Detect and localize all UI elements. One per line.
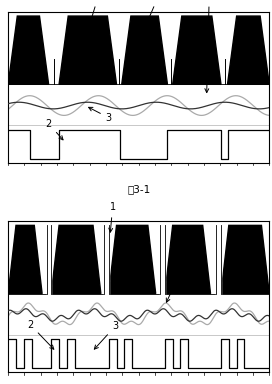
Polygon shape [59, 16, 116, 84]
Text: 2: 2 [45, 119, 63, 140]
Polygon shape [216, 225, 221, 294]
Text: 图3-1: 图3-1 [127, 184, 150, 194]
Text: 2: 2 [27, 320, 54, 349]
Polygon shape [173, 16, 221, 84]
Polygon shape [8, 225, 42, 294]
Polygon shape [122, 16, 168, 84]
Polygon shape [165, 225, 211, 294]
Polygon shape [47, 225, 51, 294]
Text: 1: 1 [109, 202, 116, 232]
Polygon shape [221, 225, 269, 294]
Polygon shape [227, 16, 269, 84]
Text: 4: 4 [145, 0, 161, 26]
Polygon shape [8, 16, 49, 84]
Text: 4: 4 [63, 270, 79, 293]
Text: 1: 1 [86, 0, 101, 35]
Text: 5: 5 [205, 0, 212, 93]
Text: 5: 5 [166, 278, 178, 302]
Text: 3: 3 [94, 321, 118, 349]
Polygon shape [51, 225, 101, 294]
Polygon shape [104, 225, 109, 294]
Text: 3: 3 [89, 108, 112, 123]
Polygon shape [109, 225, 156, 294]
Polygon shape [160, 225, 165, 294]
